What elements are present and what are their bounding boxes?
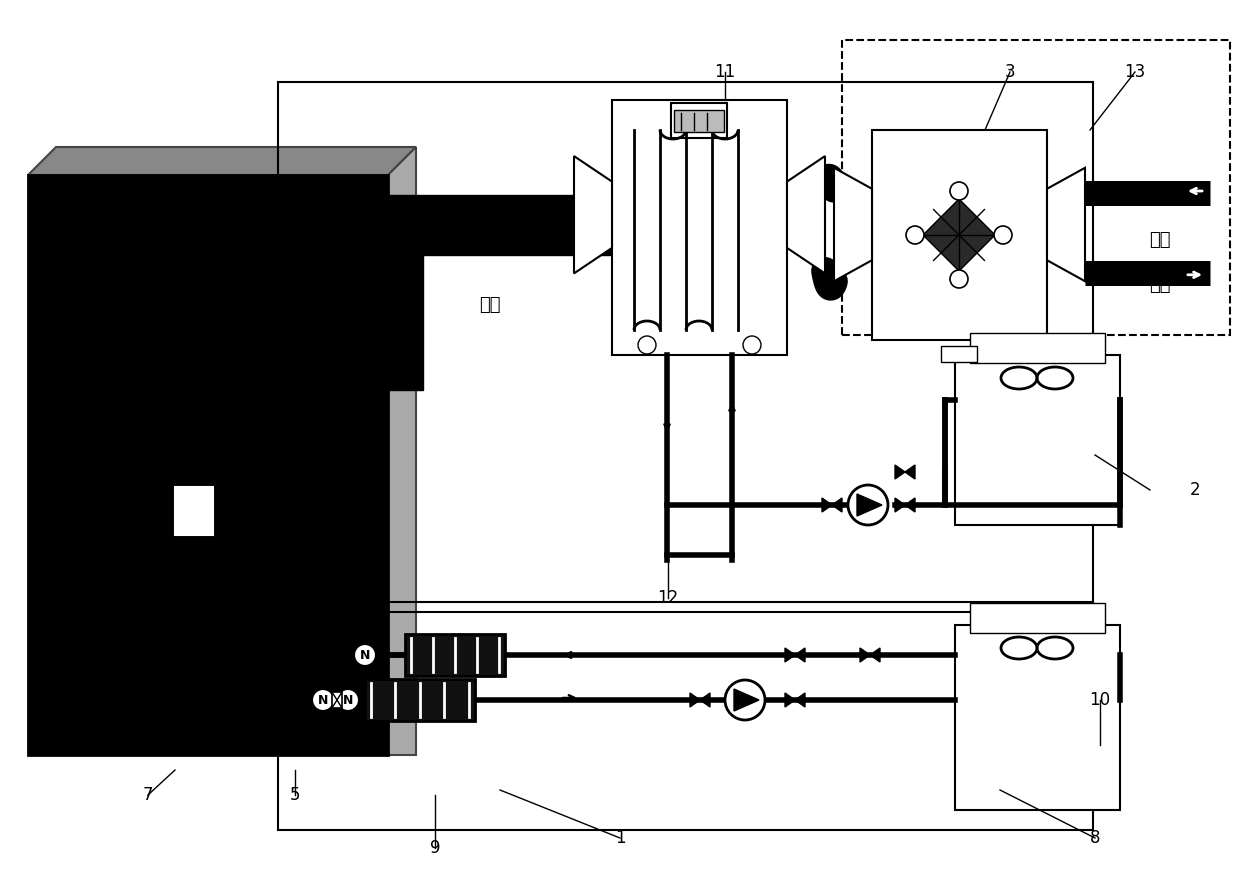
Circle shape (337, 689, 360, 711)
Text: 4: 4 (130, 176, 140, 194)
Text: 2: 2 (1189, 481, 1200, 499)
Bar (332, 692, 342, 708)
Polygon shape (895, 465, 905, 479)
Circle shape (639, 336, 656, 354)
Polygon shape (870, 648, 880, 662)
Text: 10: 10 (1090, 691, 1111, 709)
Text: N: N (360, 649, 371, 662)
Polygon shape (857, 494, 882, 516)
Polygon shape (574, 156, 613, 274)
Polygon shape (701, 693, 711, 707)
Polygon shape (822, 498, 832, 512)
Circle shape (950, 182, 968, 200)
Polygon shape (795, 648, 805, 662)
Bar (405, 634, 505, 676)
Polygon shape (388, 330, 423, 390)
Polygon shape (29, 147, 415, 175)
Circle shape (353, 644, 376, 666)
Text: 3: 3 (1004, 63, 1016, 81)
Bar (970, 603, 1105, 633)
Text: 5: 5 (290, 786, 300, 804)
Text: 13: 13 (1125, 63, 1146, 81)
Bar (29, 175, 388, 755)
Circle shape (950, 270, 968, 288)
Text: 回风: 回风 (479, 296, 501, 314)
Polygon shape (785, 648, 795, 662)
Polygon shape (388, 147, 415, 755)
Bar (365, 679, 475, 721)
Polygon shape (795, 693, 805, 707)
Text: 1: 1 (615, 829, 625, 847)
Bar (941, 346, 977, 362)
Bar (955, 355, 1120, 525)
Polygon shape (832, 498, 842, 512)
Bar (175, 487, 213, 535)
Text: 11: 11 (714, 63, 735, 81)
Bar (842, 40, 1230, 335)
Text: 6: 6 (345, 219, 355, 237)
Bar (872, 130, 1047, 340)
Polygon shape (861, 648, 870, 662)
Polygon shape (689, 693, 701, 707)
Text: N: N (342, 693, 353, 707)
Polygon shape (905, 465, 915, 479)
Bar (955, 625, 1120, 810)
Text: 7: 7 (143, 786, 154, 804)
Text: 新风: 新风 (1149, 276, 1171, 294)
Polygon shape (1047, 168, 1085, 282)
Bar (613, 100, 787, 355)
Circle shape (725, 680, 765, 720)
Text: 8: 8 (1090, 829, 1100, 847)
Bar (675, 110, 724, 132)
Bar (278, 602, 1092, 830)
Text: 送风: 送风 (500, 223, 521, 241)
Circle shape (312, 689, 334, 711)
Text: N: N (317, 693, 329, 707)
Circle shape (848, 485, 888, 525)
Polygon shape (923, 199, 994, 271)
Polygon shape (734, 689, 759, 711)
Polygon shape (388, 195, 610, 330)
Circle shape (906, 226, 924, 244)
Text: 9: 9 (430, 839, 440, 857)
Text: 排风: 排风 (1149, 231, 1171, 249)
Circle shape (994, 226, 1012, 244)
Bar (278, 82, 1092, 612)
Polygon shape (905, 498, 915, 512)
Polygon shape (895, 498, 905, 512)
Polygon shape (787, 156, 825, 274)
Bar (671, 103, 727, 138)
Circle shape (743, 336, 761, 354)
Polygon shape (835, 168, 872, 282)
Bar (970, 333, 1105, 363)
Polygon shape (785, 693, 795, 707)
Text: 12: 12 (657, 589, 678, 607)
